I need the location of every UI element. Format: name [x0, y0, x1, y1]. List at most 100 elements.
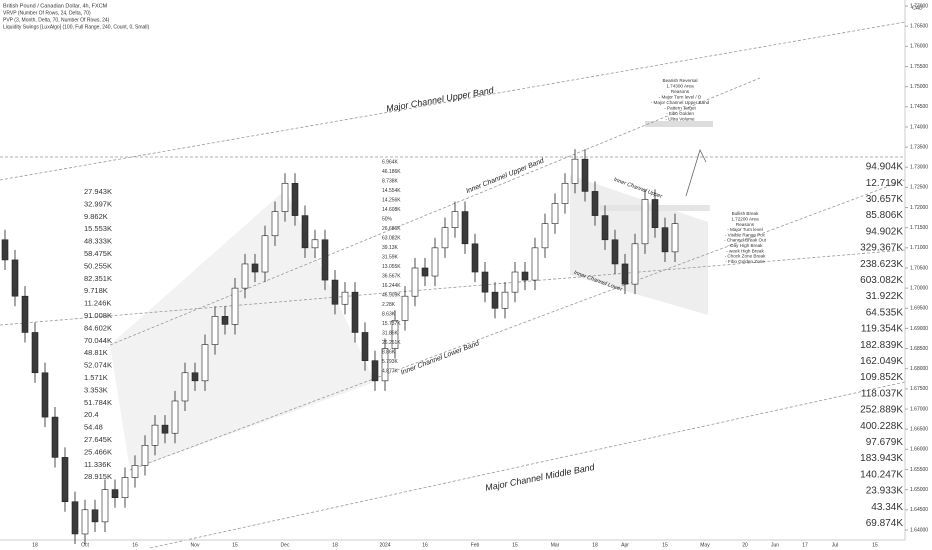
zone — [645, 121, 713, 127]
candle-body — [211, 316, 219, 345]
candle-body — [641, 199, 649, 245]
y-tick-label: 1.66500 — [910, 427, 928, 433]
x-tick-label: 18 — [332, 542, 338, 548]
note: - Major Channel Upper Band — [651, 100, 710, 105]
volume-label: 8.86K — [382, 349, 396, 355]
y-tick-label: 1.72500 — [910, 185, 928, 191]
candle-body — [151, 424, 159, 446]
candle-body — [581, 158, 589, 192]
candle-body — [421, 267, 429, 277]
candle-body — [231, 287, 239, 325]
y-tick-label: 1.64500 — [910, 507, 928, 513]
volume-label: 14.256K — [382, 197, 401, 203]
volume-label: 603.082K — [860, 275, 903, 286]
currency: CAD — [912, 5, 923, 11]
candle-body — [521, 271, 529, 281]
channel-line — [109, 77, 761, 346]
volume-label: 26.686K — [382, 226, 401, 232]
volume-label: 36.567K — [382, 273, 401, 279]
note: 1.74300 Area — [666, 84, 694, 89]
candle-body — [271, 211, 279, 237]
volume-label: 25.466K — [84, 447, 112, 456]
y-tick-label: 1.70000 — [910, 285, 928, 291]
x-tick-label: 15 — [512, 542, 518, 548]
y-tick-label: 1.67500 — [910, 386, 928, 392]
candle-body — [631, 243, 639, 285]
candle-body — [651, 199, 659, 228]
x-tick-label: May — [700, 542, 710, 548]
y-tick-label: 1.74000 — [910, 124, 928, 130]
candle-body — [621, 263, 629, 285]
volume-label: 27.645K — [84, 435, 112, 444]
volume-label: 31.86K — [382, 330, 399, 336]
candle-body — [331, 279, 339, 305]
volume-label: 50.255K — [84, 261, 112, 270]
candle-body — [671, 223, 679, 253]
volume-label: 3.353K — [84, 385, 108, 394]
candle-body — [11, 259, 19, 297]
candle-body — [601, 215, 609, 241]
candle-body — [91, 509, 99, 523]
note: - Pattern Target — [664, 106, 696, 111]
note: - Visible Range Poc — [725, 232, 766, 237]
x-tick-label: Jul — [832, 542, 838, 548]
volume-label: 4.877K — [382, 368, 399, 374]
candle-body — [181, 372, 189, 402]
volume-label: 182.839K — [860, 340, 903, 351]
x-tick-label: Apr — [621, 542, 629, 548]
header-line: British Pound / Canadian Dollar, 4h, FXC… — [3, 3, 108, 9]
y-tick-label: 1.73000 — [910, 165, 928, 171]
volume-label: 50% — [382, 216, 393, 222]
y-tick-label: 1.75500 — [910, 64, 928, 70]
volume-label: 11.246K — [84, 299, 111, 308]
x-tick-label: 18 — [592, 542, 598, 548]
y-tick-label: 1.71500 — [910, 225, 928, 231]
volume-label: 9.862K — [84, 212, 108, 221]
candle-body — [111, 489, 119, 498]
y-tick-label: 1.69000 — [910, 326, 928, 332]
volume-label: 140.247K — [860, 469, 903, 480]
candle-body — [551, 203, 559, 224]
volume-label: 52.074K — [84, 361, 112, 370]
volume-label: 329.367K — [860, 243, 903, 254]
note: - Major Turn level / D — [659, 95, 702, 100]
candle-body — [611, 239, 619, 265]
x-tick-label: Jun — [771, 542, 779, 548]
volume-label: 8.63K — [382, 311, 396, 317]
zone — [110, 190, 375, 470]
candle-body — [41, 372, 49, 418]
candle-body — [431, 247, 439, 277]
candle-body — [201, 344, 209, 382]
candle-body — [591, 191, 599, 216]
y-tick-label: 1.69500 — [910, 306, 928, 312]
candle-body — [451, 211, 459, 228]
y-tick-label: 1.68500 — [910, 346, 928, 352]
candle-body — [561, 183, 569, 204]
volume-label: 28.915K — [84, 472, 112, 481]
volume-label: 119.354K — [861, 324, 903, 335]
candle-body — [261, 235, 269, 273]
channel-line — [149, 381, 906, 549]
candle-body — [321, 239, 329, 281]
volume-label: 46.186K — [382, 169, 401, 175]
volume-label: 51.784K — [84, 398, 112, 407]
candle-body — [171, 400, 179, 434]
y-tick-label: 1.73500 — [910, 144, 928, 150]
candle-body — [291, 183, 299, 216]
x-tick-label: 20 — [742, 542, 748, 548]
candle-body — [371, 360, 379, 382]
candle-body — [131, 465, 139, 478]
header-line: PVP (3, Month, Delta, 70, Number Of Rows… — [3, 17, 110, 23]
header: British Pound / Canadian Dollar, 4h, FXC… — [3, 3, 150, 30]
volume-label: 58.475K — [84, 249, 112, 258]
y-tick-label: 1.77000 — [910, 3, 928, 9]
note: - Fibo Golden Zone — [725, 259, 765, 264]
volume-label: 15.737K — [382, 321, 401, 327]
volume-label: 94.902K — [866, 226, 904, 237]
candle-body — [401, 295, 409, 321]
volume-label: 16.244K — [382, 283, 401, 289]
volume-label: 54.48 — [84, 423, 103, 432]
candle-body — [351, 291, 359, 333]
volume-label: 23.933K — [866, 486, 904, 497]
